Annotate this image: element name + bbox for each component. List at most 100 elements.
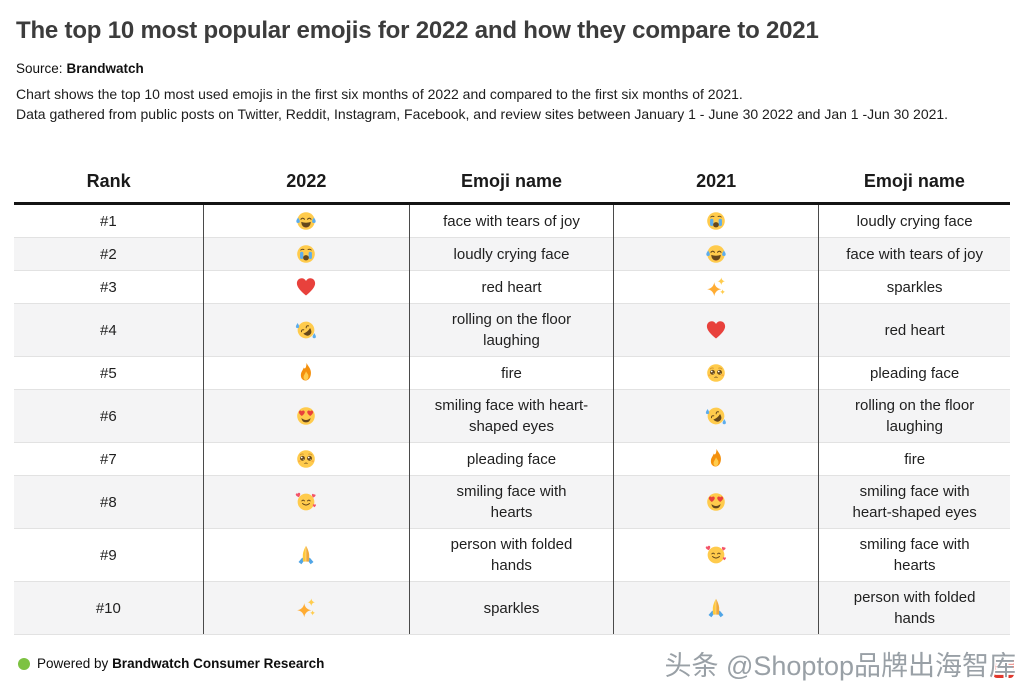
pray-emoji-icon [295, 544, 317, 566]
column-header-rank: Rank [14, 164, 204, 205]
table-row: #2 loudly crying face face with tears of… [14, 237, 1010, 271]
fire-emoji-icon [295, 362, 317, 384]
rank-cell: #1 [100, 212, 117, 230]
emoji-name-2022-cell: red heart [408, 270, 614, 304]
emoji-2022-cell [202, 442, 410, 476]
emoji-2021-cell [613, 303, 819, 357]
emoji-2021-cell [613, 442, 819, 476]
hearts-emoji-icon [705, 544, 727, 566]
table-row: #8 smiling face with hearts smiling face… [14, 475, 1010, 529]
emoji-2022-cell [202, 270, 410, 304]
powered-by-label: Powered by [37, 656, 109, 671]
emoji-name-2022-cell: fire [408, 356, 614, 390]
pleading-emoji-icon [295, 448, 317, 470]
watermark-logo-box [993, 655, 1014, 678]
rank-cell: #2 [14, 237, 204, 271]
emoji-2022-cell [202, 203, 410, 238]
emoji-2022-cell [202, 389, 410, 443]
hearteyes-emoji-icon [295, 405, 317, 427]
emoji-name-2022-cell: smiling face with hearts [408, 475, 614, 529]
table-header-row: Rank 2022 Emoji name 2021 Emoji name [14, 164, 1010, 205]
emoji-name-2022-cell: loudly crying face [408, 237, 614, 271]
emoji-name-2021-cell: sparkles [818, 270, 1010, 304]
emoji-name-2021-cell: smiling face with heart-shaped eyes [818, 475, 1010, 529]
emoji-name-2022-cell: smiling face with heart- shaped eyes [408, 389, 614, 443]
rofl-emoji-icon [295, 319, 317, 341]
emoji-name-2022-cell: sparkles [408, 581, 614, 636]
watermark-text: 头条 @Shoptop品牌出海智库 [664, 651, 1016, 681]
powered-by-text: Powered by Brandwatch Consumer Research [37, 656, 324, 671]
hearteyes-emoji-icon [705, 491, 727, 513]
emoji-2022-cell [202, 475, 410, 529]
emoji-name-2022-cell: face with tears of joy [408, 203, 614, 238]
emoji-2021-cell [613, 203, 819, 238]
emoji-name-2021-cell: person with folded hands [818, 581, 1010, 636]
table-row: #10 sparkles person with folded hands [14, 581, 1010, 636]
emoji-name-2021-cell: pleading face [818, 356, 1010, 390]
rank-cell: #9 [14, 528, 204, 582]
pray-emoji-icon [705, 597, 727, 619]
footer: Powered by Brandwatch Consumer Research [18, 656, 324, 671]
emoji-2022-cell [202, 356, 410, 390]
emoji-2021-cell [613, 270, 819, 304]
emoji-2022-cell [202, 581, 410, 636]
rank-cell: #5 [14, 356, 204, 390]
emoji-2022-cell [202, 303, 410, 357]
fire-emoji-icon [705, 448, 727, 470]
description-line-1: Chart shows the top 10 most used emojis … [16, 86, 743, 102]
emoji-name-2021-cell: rolling on the floor laughing [818, 389, 1010, 443]
sparkles-emoji-icon [295, 597, 317, 619]
emoji-name-2021-cell: loudly crying face [818, 203, 1010, 238]
rank-cell: #10 [14, 581, 204, 636]
joy-emoji-icon [295, 210, 317, 232]
page-title: The top 10 most popular emojis for 2022 … [16, 17, 819, 44]
column-header-emoji-name-2021: Emoji name [818, 164, 1010, 205]
table-row: #1 face with tears of joy loudly crying … [14, 203, 1010, 238]
source-name: Brandwatch [66, 61, 144, 76]
sob-emoji-icon [295, 243, 317, 265]
table-row: #7 pleading face fire [14, 442, 1010, 476]
rank-cell: #8 [14, 475, 204, 529]
emoji-2022-cell [202, 528, 410, 582]
heart-emoji-icon [705, 319, 727, 341]
column-header-2022: 2022 [203, 164, 410, 205]
heart-emoji-icon [295, 276, 317, 298]
rank-cell: #3 [14, 270, 204, 304]
emoji-name-2021-cell: fire [818, 442, 1010, 476]
watermark: 头条 @Shoptop品牌出海智库 [664, 651, 1016, 681]
column-header-emoji-name-2022: Emoji name [409, 164, 614, 205]
emoji-name-2022-cell: person with folded hands [408, 528, 614, 582]
emoji-name-2022-cell: pleading face [408, 442, 614, 476]
emoji-name-2022-cell: rolling on the floor laughing [408, 303, 614, 357]
emoji-2021-cell [613, 528, 819, 582]
emoji-name-2021-cell: smiling face with hearts [818, 528, 1010, 582]
column-header-2021: 2021 [613, 164, 819, 205]
emoji-2021-cell [613, 581, 819, 636]
rank-cell: #7 [14, 442, 204, 476]
emoji-2021-cell [613, 356, 819, 390]
emoji-2022-cell [202, 237, 410, 271]
table-row: #5 fire pleading face [14, 356, 1010, 390]
table-row: #6 smiling face with heart- shaped eyes … [14, 389, 1010, 443]
description-line-2: Data gathered from public posts on Twitt… [16, 106, 949, 122]
source-line: Source: Brandwatch [16, 60, 1008, 77]
table-row: #4 rolling on the floor laughing red hea… [14, 303, 1010, 357]
emoji-name-2021-cell: face with tears of joy [818, 237, 1010, 271]
source-label: Source: [16, 61, 63, 76]
footer-brand-name: Brandwatch Consumer Research [112, 656, 325, 671]
table-row: #9 person with folded hands smiling face… [14, 528, 1010, 582]
table-row: #3 red heart sparkles [14, 270, 1010, 304]
hearts-emoji-icon [295, 491, 317, 513]
rank-cell: #4 [14, 303, 204, 357]
emoji-ranking-table: Rank 2022 Emoji name 2021 Emoji name #1 … [14, 164, 1010, 636]
rank-cell: #6 [14, 389, 204, 443]
rofl-emoji-icon [705, 405, 727, 427]
joy-emoji-icon [705, 243, 727, 265]
emoji-2021-cell [613, 475, 819, 529]
brandwatch-dot-icon [18, 657, 30, 670]
sparkles-emoji-icon [705, 276, 727, 298]
pleading-emoji-icon [705, 362, 727, 384]
emoji-2021-cell [613, 237, 819, 271]
emoji-report-page: The top 10 most popular emojis for 2022 … [0, 16, 1024, 681]
emoji-2021-cell [613, 389, 819, 443]
